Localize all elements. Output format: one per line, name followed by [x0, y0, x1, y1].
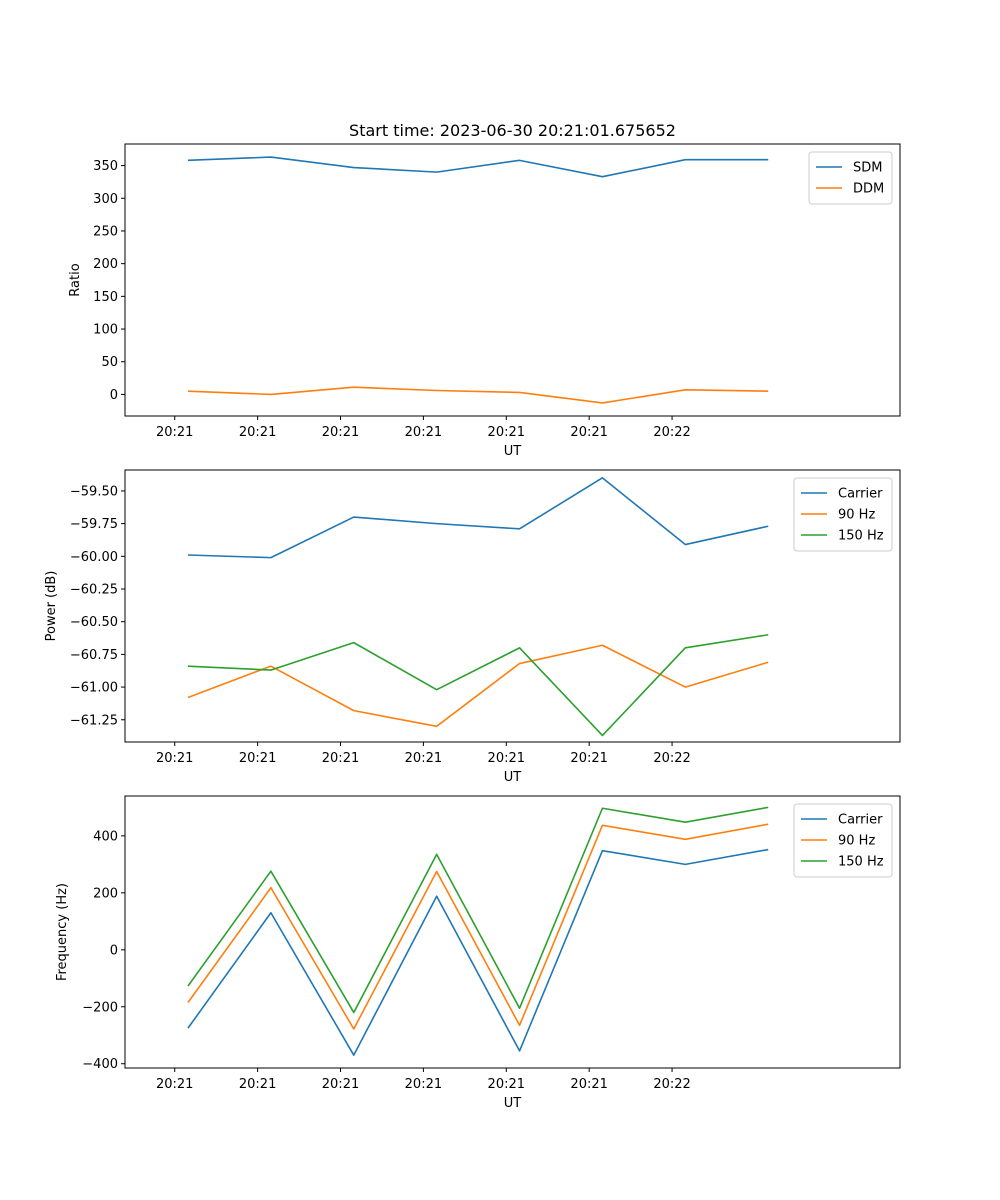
legend-entry: 90 Hz: [838, 834, 875, 849]
y-tick-label: −61.00: [70, 681, 118, 696]
y-tick-label: 200: [93, 257, 118, 272]
frequency-panel: 20:21 20:21 20:21 20:21 20:21 20:21 20:22 −400 −…: [55, 795, 901, 1111]
series-line-150-hz: [187, 806, 769, 1014]
x-tick-label: 20:21: [322, 425, 359, 440]
x-tick-label: 20:22: [653, 751, 690, 766]
x-axis-label: UT: [504, 444, 522, 459]
y-tick-label: −60.50: [70, 615, 118, 630]
x-tick-label: 20:21: [405, 751, 442, 766]
legend-entry: Carrier: [838, 487, 883, 502]
legend-entry: SDM: [853, 161, 882, 176]
series-line-150-hz: [187, 633, 769, 737]
series-line-carrier: [187, 477, 769, 559]
x-tick-label: 20:21: [570, 751, 607, 766]
x-tick-label: 20:21: [156, 1077, 193, 1092]
chart-title: Start time: 2023-06-30 20:21:01.675652: [349, 121, 676, 140]
y-tick-label: 300: [93, 192, 118, 207]
y-tick-label: −61.25: [70, 713, 118, 728]
legend-entry: Carrier: [838, 813, 883, 828]
x-tick-label: 20:21: [488, 1077, 525, 1092]
y-tick-label: 100: [93, 323, 118, 338]
power-panel: 20:21 20:21 20:21 20:21 20:21 20:21 20:22 −61.2…: [44, 469, 901, 785]
legend-entry: 150 Hz: [838, 529, 884, 544]
y-tick-label: 50: [101, 355, 118, 370]
x-tick-label: 20:21: [405, 425, 442, 440]
series-line-90-hz: [187, 823, 769, 1030]
y-tick-label: 250: [93, 224, 118, 239]
series-line-sdm: [187, 156, 769, 178]
plot-area-frame: [124, 795, 901, 1069]
x-tick-label: 20:21: [156, 425, 193, 440]
series-line-carrier: [187, 848, 769, 1056]
legend-box: [808, 151, 893, 205]
series-line-ddm: [187, 386, 769, 404]
legend-box: [793, 803, 893, 878]
x-axis-label: UT: [504, 1096, 522, 1111]
legend: Carrier 90 Hz 150 Hz: [793, 477, 893, 552]
x-tick-label: 20:21: [570, 425, 607, 440]
y-axis-label: Power (dB): [44, 571, 59, 642]
legend-entry: 90 Hz: [838, 508, 875, 523]
legend-entry: DDM: [853, 182, 884, 197]
y-tick-label: 150: [93, 290, 118, 305]
ratio-panel: 20:21 20:21 20:21 20:21 20:21 20:21 20:22 0 50 10…: [68, 143, 901, 459]
x-tick-label: 20:21: [405, 1077, 442, 1092]
y-tick-label: 350: [93, 159, 118, 174]
legend: SDM DDM: [808, 151, 893, 205]
series-line-90-hz: [187, 644, 769, 728]
plot-area-frame: [124, 469, 901, 743]
y-axis-label: Frequency (Hz): [55, 883, 70, 981]
x-axis-label: UT: [504, 770, 522, 785]
x-tick-label: 20:21: [570, 1077, 607, 1092]
x-tick-label: 20:21: [322, 751, 359, 766]
legend-entry: 150 Hz: [838, 855, 884, 870]
legend-box: [793, 477, 893, 552]
x-tick-label: 20:21: [322, 1077, 359, 1092]
plot-area-frame: [124, 143, 901, 417]
x-tick-label: 20:21: [239, 425, 276, 440]
y-tick-label: 200: [93, 886, 118, 901]
x-tick-label: 20:21: [239, 751, 276, 766]
y-tick-label: −59.50: [70, 484, 118, 499]
y-tick-label: 400: [93, 829, 118, 844]
x-tick-label: 20:21: [488, 425, 525, 440]
x-tick-label: 20:21: [239, 1077, 276, 1092]
y-tick-label: −60.75: [70, 648, 118, 663]
x-tick-label: 20:22: [653, 1077, 690, 1092]
x-tick-label: 20:22: [653, 425, 690, 440]
y-tick-label: 0: [110, 943, 118, 958]
legend: Carrier 90 Hz 150 Hz: [793, 803, 893, 878]
y-tick-label: 0: [110, 388, 118, 403]
x-tick-label: 20:21: [156, 751, 193, 766]
x-tick-label: 20:21: [488, 751, 525, 766]
y-tick-label: −60.00: [70, 550, 118, 565]
y-tick-label: −400: [82, 1057, 118, 1072]
y-tick-label: −59.75: [70, 517, 118, 532]
y-axis-label: Ratio: [68, 263, 83, 296]
y-tick-label: −60.25: [70, 583, 118, 598]
y-tick-label: −200: [82, 1000, 118, 1015]
